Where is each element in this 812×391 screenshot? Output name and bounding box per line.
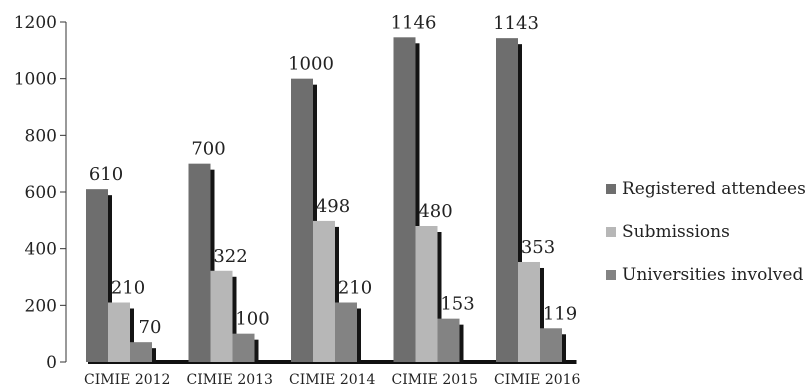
legend-swatch bbox=[606, 184, 616, 194]
y-tick-label: 200 bbox=[25, 296, 57, 316]
x-tick-label: CIMIE 2014 bbox=[289, 372, 375, 388]
data-label: 498 bbox=[316, 196, 350, 217]
y-tick-label: 1200 bbox=[14, 13, 57, 33]
data-label: 153 bbox=[440, 294, 474, 315]
data-label: 1143 bbox=[493, 13, 539, 34]
bar bbox=[540, 328, 562, 362]
data-labels: 610 210 70 700 322 100 1000 498 210 1146 480 153 114… bbox=[89, 12, 577, 338]
bar-shadow bbox=[540, 267, 544, 362]
bar bbox=[518, 261, 540, 362]
bar-shadow bbox=[459, 324, 464, 362]
data-label: 119 bbox=[543, 303, 577, 324]
bar-shadow bbox=[152, 348, 156, 362]
y-tick-label: 800 bbox=[25, 126, 57, 146]
bar-shadow bbox=[254, 339, 259, 362]
x-tick-label: CIMIE 2013 bbox=[187, 372, 273, 388]
bar bbox=[232, 333, 255, 362]
bar-shadow bbox=[108, 195, 112, 362]
bar bbox=[437, 318, 460, 362]
bar bbox=[291, 78, 313, 363]
bar bbox=[188, 163, 211, 362]
bar bbox=[313, 220, 335, 362]
bar bbox=[86, 189, 108, 362]
bar bbox=[415, 226, 438, 362]
data-label: 1146 bbox=[391, 12, 437, 33]
data-label: 480 bbox=[418, 201, 452, 222]
bar-shadow bbox=[335, 226, 339, 362]
bar-shadow bbox=[518, 44, 522, 363]
data-label: 353 bbox=[521, 237, 555, 258]
bar-shadow bbox=[210, 169, 215, 362]
data-label: 70 bbox=[139, 317, 162, 338]
data-label: 322 bbox=[213, 246, 247, 267]
y-tick-label: 600 bbox=[25, 183, 57, 203]
x-tick-label: CIMIE 2015 bbox=[392, 372, 478, 388]
x-tick-label: CIMIE 2016 bbox=[494, 372, 580, 388]
bar-shadow bbox=[437, 232, 442, 362]
data-label: 700 bbox=[191, 139, 225, 160]
data-label: 210 bbox=[338, 278, 372, 299]
y-tick-label: 0 bbox=[46, 353, 57, 373]
bar bbox=[393, 37, 416, 363]
bar bbox=[335, 302, 357, 362]
data-label: 1000 bbox=[288, 54, 334, 75]
bar-shadow bbox=[562, 334, 566, 362]
bar bbox=[130, 342, 152, 362]
data-label: 210 bbox=[111, 278, 145, 299]
x-axis: CIMIE 2012 CIMIE 2013 CIMIE 2014 CIMIE 2015… bbox=[84, 372, 580, 388]
bar-shadow bbox=[415, 43, 420, 363]
legend-label: Registered attendees bbox=[622, 179, 806, 199]
y-tick-label: 400 bbox=[25, 240, 57, 260]
bar bbox=[210, 270, 233, 362]
legend-label: Submissions bbox=[622, 222, 730, 242]
legend-swatch bbox=[606, 270, 616, 280]
legend: Registered attendees Submissions Universit… bbox=[606, 179, 806, 285]
x-tick-label: CIMIE 2012 bbox=[84, 372, 170, 388]
data-label: 100 bbox=[235, 309, 269, 330]
data-label: 610 bbox=[89, 164, 123, 185]
y-tick-label: 1000 bbox=[14, 70, 57, 90]
bar-shadow bbox=[232, 276, 237, 362]
bar bbox=[496, 38, 518, 363]
legend-swatch bbox=[606, 227, 616, 237]
y-axis: 0 200 400 600 800 1000 1200 bbox=[14, 13, 67, 373]
bar-shadow bbox=[130, 308, 134, 362]
bars bbox=[86, 37, 577, 364]
legend-label: Universities involved bbox=[622, 265, 803, 285]
bar bbox=[108, 302, 130, 362]
bar-shadow bbox=[357, 308, 361, 362]
